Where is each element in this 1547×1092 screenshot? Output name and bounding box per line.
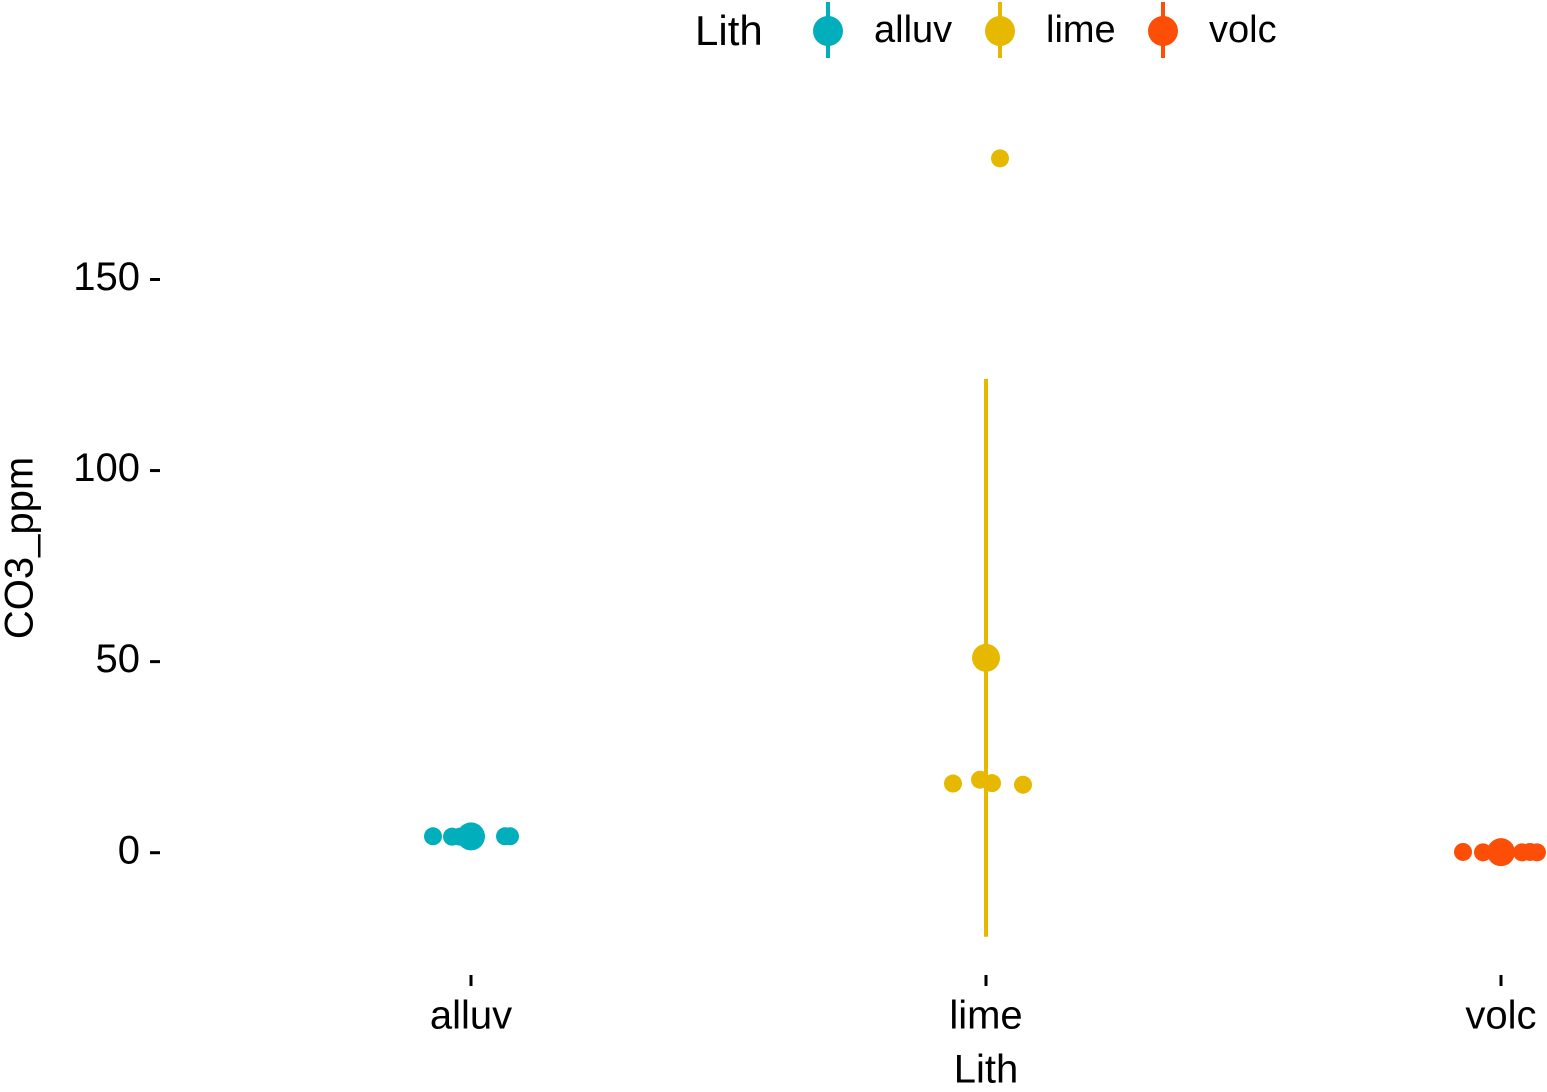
legend-glyph: [813, 16, 843, 46]
x-tick-label: lime: [949, 994, 1022, 1038]
point: [991, 149, 1009, 168]
point: [1528, 843, 1546, 862]
y-tick-label: 100: [73, 446, 140, 490]
mean-point: [1487, 838, 1515, 867]
mean-point: [972, 643, 1000, 672]
mean-point: [457, 822, 485, 851]
point: [501, 827, 519, 846]
legend-glyph: [1148, 16, 1178, 46]
point: [944, 774, 962, 793]
point: [983, 774, 1001, 793]
x-tick-label: volc: [1465, 994, 1536, 1038]
point: [1014, 775, 1032, 794]
legend-label: volc: [1209, 9, 1277, 51]
legend-label: lime: [1046, 9, 1116, 51]
y-axis-label: CO3_ppm: [0, 457, 42, 639]
y-tick-label: 150: [73, 255, 140, 299]
legend-title: Lith: [695, 7, 763, 54]
x-tick-label: alluv: [430, 994, 512, 1038]
point: [424, 827, 442, 846]
legend-label: alluv: [874, 9, 952, 51]
y-tick-label: 0: [118, 828, 140, 872]
y-tick-label: 50: [96, 637, 141, 681]
point: [1474, 843, 1492, 862]
x-axis-label: Lith: [954, 1048, 1019, 1092]
point: [1454, 842, 1472, 861]
legend-glyph: [985, 16, 1015, 46]
